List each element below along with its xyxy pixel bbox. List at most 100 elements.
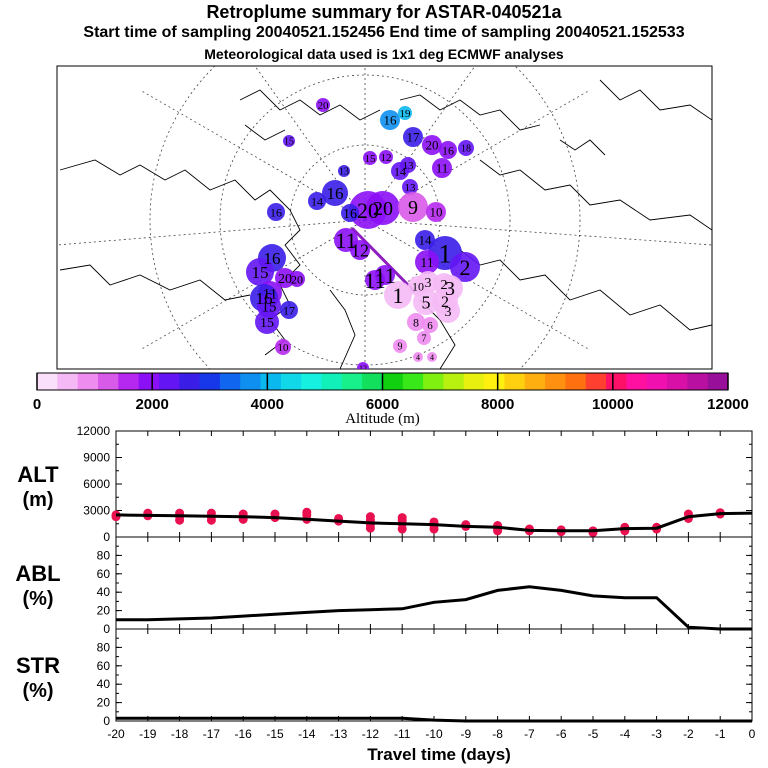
alt-dot — [397, 513, 407, 523]
plume-bubble — [413, 352, 423, 362]
alt-dot — [365, 512, 375, 522]
x-tick-label: -9 — [460, 727, 471, 741]
plume-bubble-label: 14 — [311, 194, 323, 208]
plume-bubble-label: 1 — [439, 239, 452, 268]
plume-bubble — [426, 202, 446, 222]
colorbar-tick-label: 12000 — [707, 396, 749, 413]
plume-bubble — [289, 271, 305, 287]
colorbar-segment — [626, 373, 648, 390]
plume-bubble-label: 7 — [422, 334, 427, 345]
plume-bubble — [283, 135, 295, 147]
plume-bubble-label: 16 — [327, 184, 344, 203]
plume-bubble — [380, 110, 400, 130]
y-tick-label: 0 — [103, 530, 110, 544]
plume-bubble-label: 19 — [400, 108, 412, 120]
plume-bubble-label: 13 — [403, 160, 415, 172]
plume-bubble-label: 20 — [373, 198, 393, 220]
y-tick-label: 12000 — [77, 424, 111, 438]
colorbar-tick-label: 10000 — [592, 396, 634, 413]
plume-bubble-label: 4 — [416, 353, 420, 362]
x-axis-label: Travel time (days) — [367, 745, 511, 764]
plume-bubble-label: 2 — [460, 255, 471, 280]
plume-bubble — [403, 127, 423, 147]
colorbar-segment — [524, 373, 546, 390]
plume-bubble — [363, 151, 377, 165]
plume-bubble-label: 16 — [343, 207, 357, 222]
x-tick-label: -12 — [362, 727, 380, 741]
plume-bubble-label: 15 — [252, 263, 269, 282]
colorbar-segment — [219, 373, 241, 390]
plume-bubble — [375, 265, 395, 285]
str-panel-frame — [115, 628, 753, 722]
x-tick-label: -3 — [651, 727, 662, 741]
plume-bubble-label: 12 — [381, 152, 392, 164]
plume-bubble-label: 20 — [278, 272, 292, 287]
plume-bubble-label: 3 — [445, 305, 452, 320]
colorbar-segment — [362, 373, 383, 390]
colorbar-segment — [240, 373, 262, 390]
chart-subtitle: Start time of sampling 20040521.152456 E… — [83, 24, 685, 41]
plume-bubble-label: 11 — [374, 263, 395, 288]
plume-bubble — [407, 313, 425, 331]
plume-bubble — [384, 281, 412, 309]
plume-bubble-label: 3 — [445, 278, 455, 300]
y-tick-label: 6000 — [83, 477, 110, 491]
alt-dot — [302, 507, 312, 517]
str-panel-line — [116, 716, 752, 723]
plume-bubble — [413, 289, 439, 315]
colorbar-segment — [37, 373, 58, 390]
colorbar-label: Altitude (m) — [345, 411, 420, 427]
plume-bubble-label: 20 — [291, 272, 303, 286]
colorbar-segment — [707, 373, 729, 390]
y-tick-label: 20 — [97, 604, 111, 618]
colorbar-segment — [118, 373, 140, 390]
plume-bubble-label: 2 — [441, 294, 449, 311]
colorbar-segment — [504, 373, 526, 390]
colorbar-segment — [687, 373, 709, 390]
plume-bubble-label: 13 — [405, 182, 417, 194]
plume-bubble-label: 9 — [408, 197, 418, 219]
plume-bubble — [366, 191, 400, 225]
x-tick-label: -11 — [394, 727, 411, 741]
colorbar-segment — [545, 373, 566, 390]
plume-bubble-label: 17 — [407, 130, 421, 145]
str-panel-ylabel-unit: (%) — [22, 680, 53, 702]
plume-bubble — [398, 192, 428, 222]
plume-bubble-label: 16 — [270, 205, 282, 219]
plume-bubble-label: 10 — [430, 205, 443, 220]
x-tick-label: 0 — [749, 727, 756, 741]
colorbar-segment — [280, 373, 302, 390]
y-tick-label: 0 — [103, 714, 110, 728]
alt-panel-line — [115, 511, 753, 533]
plume-bubble-label: 20 — [426, 138, 439, 153]
x-tick-label: -15 — [266, 727, 284, 741]
chart-title: Retroplume summary for ASTAR-040521a — [206, 2, 562, 22]
colorbar-segment — [402, 373, 424, 390]
alt-dot — [365, 523, 375, 533]
colorbar-segment — [97, 373, 119, 390]
colorbar-segment — [321, 373, 343, 390]
x-tick-label: -8 — [492, 727, 503, 741]
plume-bubble — [350, 240, 370, 260]
x-tick-label: -1 — [715, 727, 726, 741]
plume-bubble-label: 3 — [425, 276, 432, 291]
plume-bubble — [357, 362, 369, 369]
plume-bubble-label: 12 — [351, 240, 369, 260]
trajectory-line — [350, 226, 417, 294]
plume-bubble — [439, 141, 457, 159]
colorbar-tick-label: 6000 — [366, 396, 399, 413]
plume-bubble-label: 15 — [284, 137, 294, 148]
colorbar-segment — [463, 373, 485, 390]
colorbar-segment — [77, 373, 99, 390]
alt-dot — [175, 515, 185, 525]
abl-panel-frame — [115, 536, 753, 630]
x-tick-label: -10 — [425, 727, 443, 741]
alt-dot — [206, 515, 216, 525]
colorbar-segment — [301, 373, 323, 390]
plume-bubble-label: 16 — [442, 143, 454, 157]
plume-bubble-label: 11 — [420, 256, 433, 271]
abl-panel-ylabel: ABL — [15, 561, 60, 586]
altitude-colorbar: 0 2000 4000 6000 8000 10000 12000 Altitude (m) — [33, 372, 749, 427]
alt-dot — [397, 524, 407, 534]
